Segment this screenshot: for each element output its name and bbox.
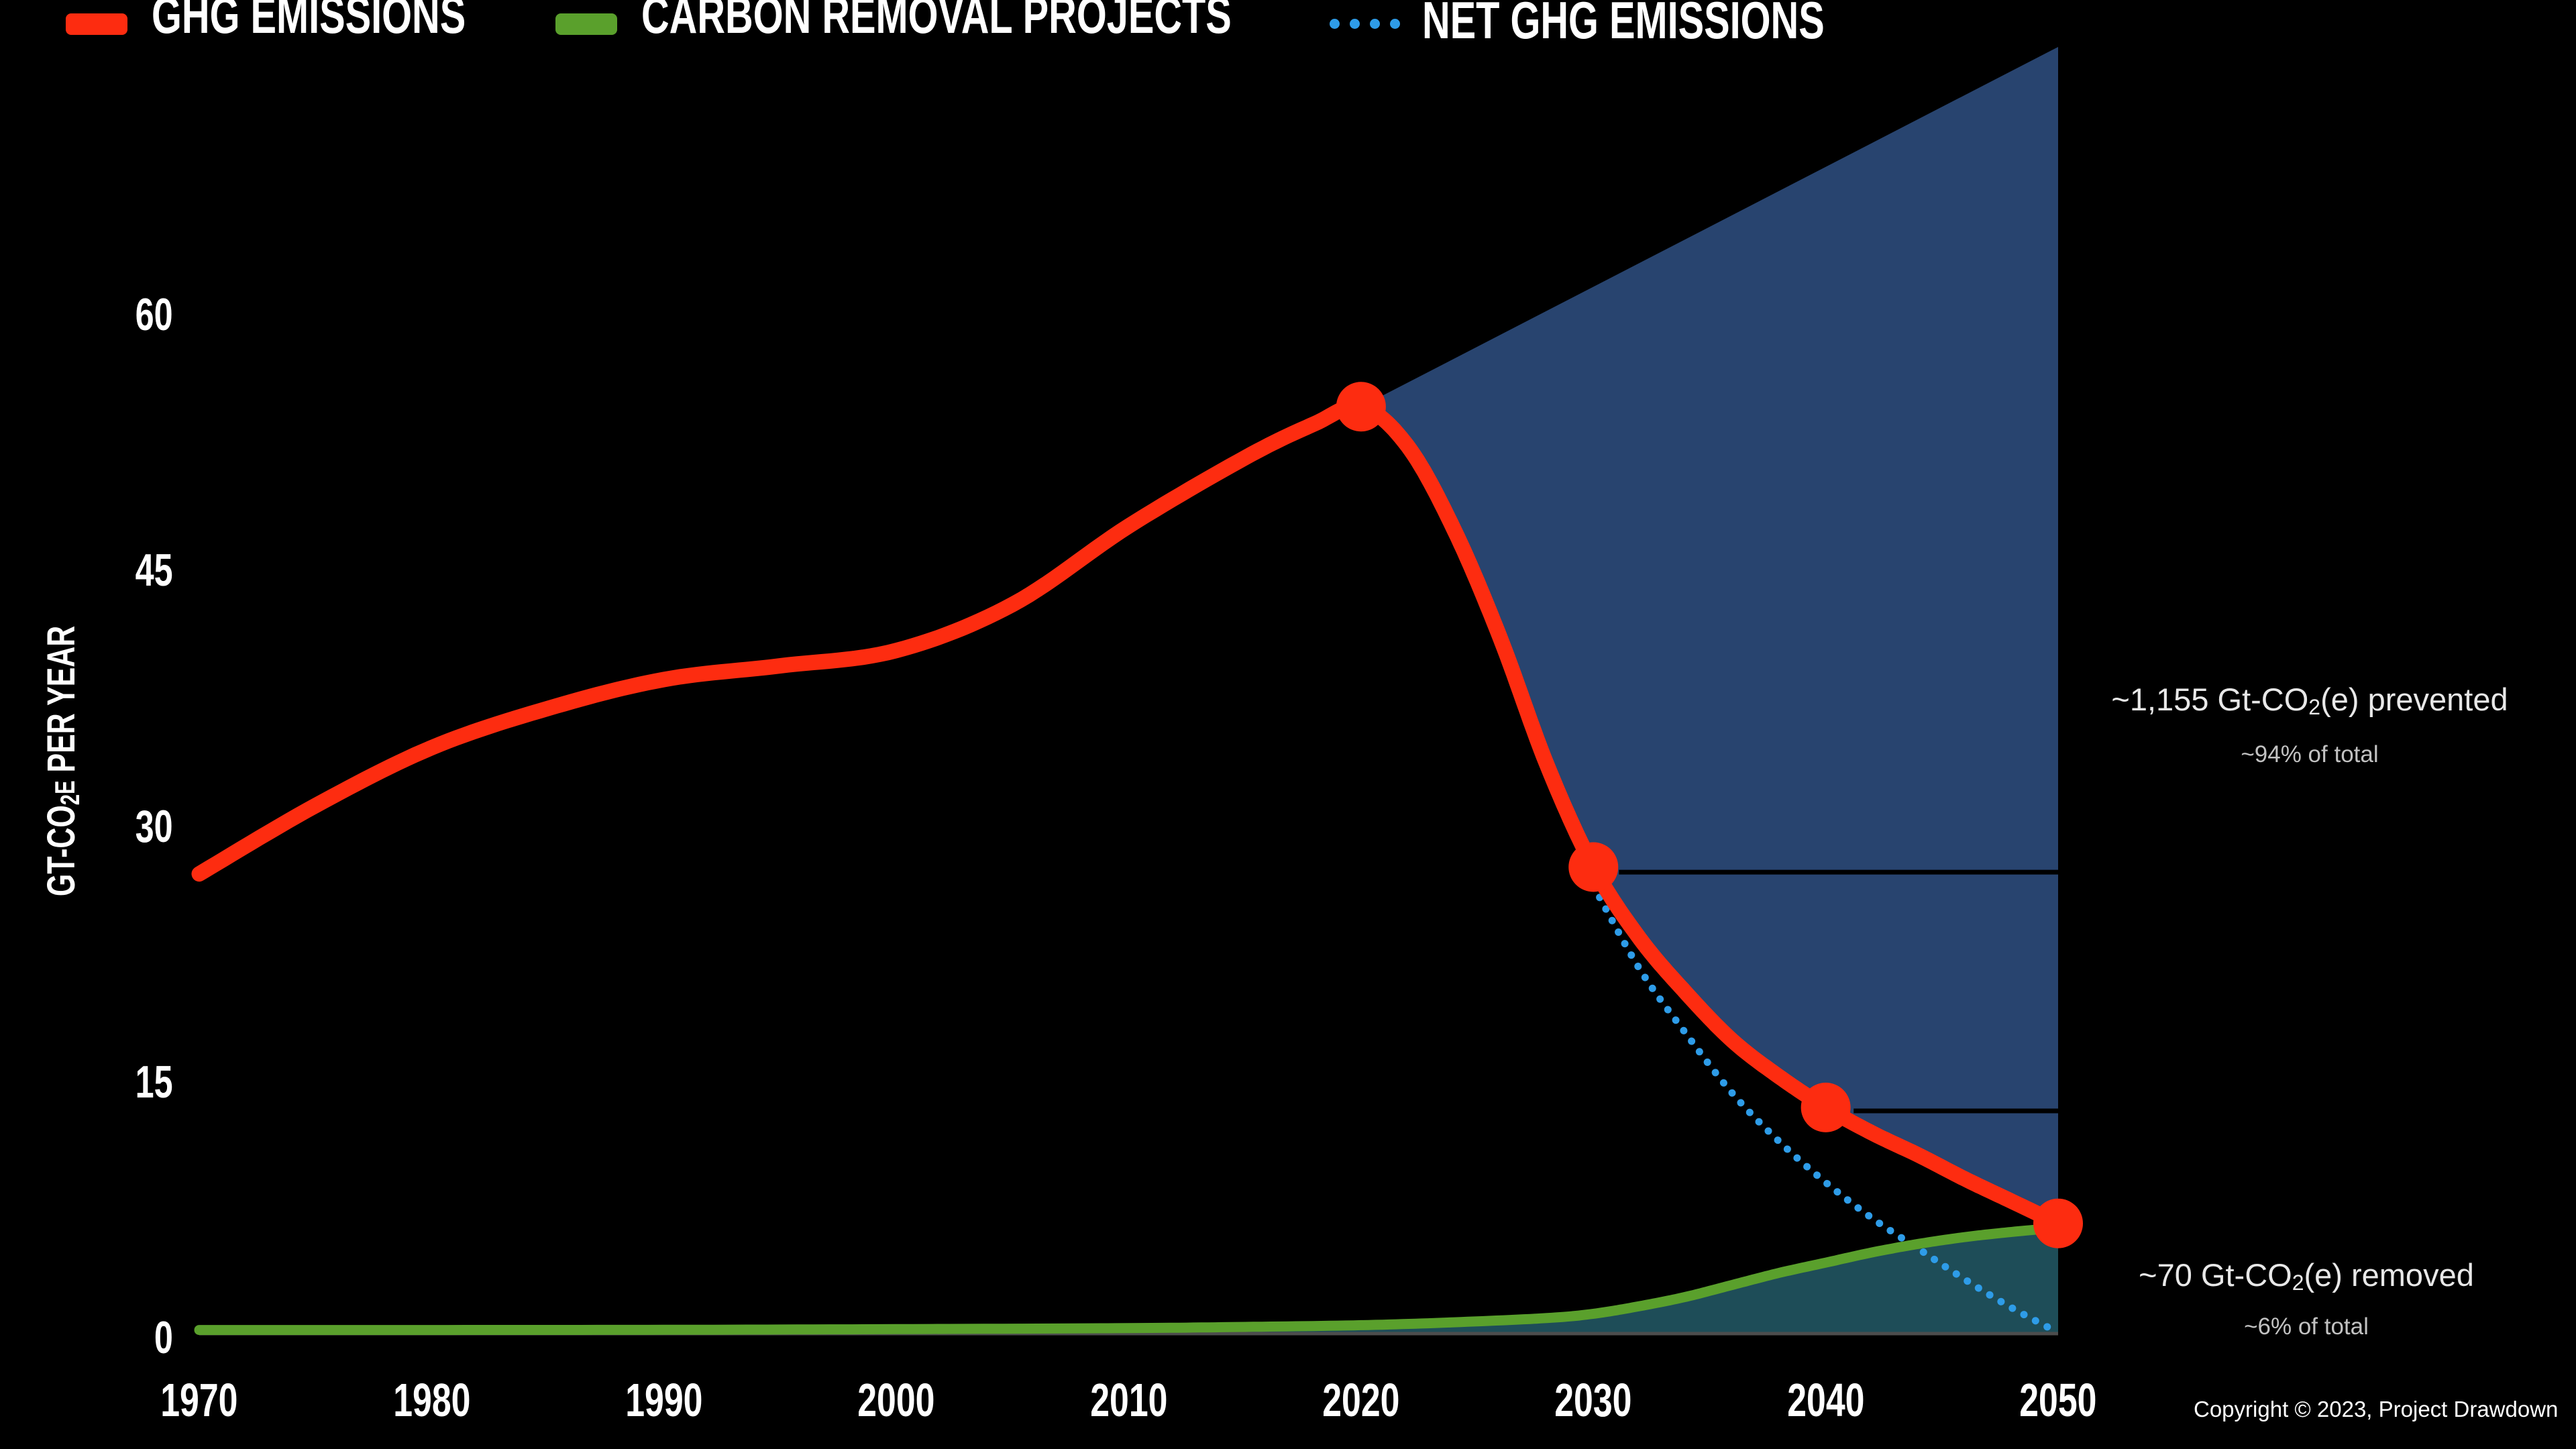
legend-item-ghg-emissions: GHG EMISSIONS	[66, 0, 466, 44]
y-tick-0: 0	[154, 1312, 173, 1363]
legend-label-net-ghg: NET GHG EMISSIONS	[1422, 0, 1825, 50]
removed-area-fill	[199, 1228, 2058, 1332]
y-tick-60: 60	[136, 289, 173, 340]
net-ghg-dotted-swatch	[1330, 19, 1400, 29]
x-tick-2020: 2020	[1322, 1374, 1400, 1426]
legend-dot	[1330, 19, 1340, 29]
x-tick-2010: 2010	[1089, 1374, 1168, 1426]
legend-dot	[1390, 19, 1400, 29]
carbon-removal-line-swatch	[555, 13, 617, 35]
prevented-area-fill	[1360, 46, 2058, 1224]
x-tick-2030: 2030	[1554, 1374, 1632, 1426]
x-tick-2040: 2040	[1786, 1374, 1865, 1426]
legend-label-ghg-emissions: GHG EMISSIONS	[152, 0, 466, 44]
removed-annotation-note: ~6% of total	[2244, 1313, 2369, 1340]
legend-label-carbon-removal: CARBON REMOVAL PROJECTS	[641, 0, 1232, 44]
legend-dot	[1370, 19, 1380, 29]
x-tick-1970: 1970	[160, 1374, 238, 1426]
carbon-removal-line	[194, 1222, 2063, 1336]
prevented-annotation-note: ~94% of total	[2241, 741, 2379, 767]
legend-item-carbon-removal: CARBON REMOVAL PROJECTS	[555, 0, 1232, 44]
y-tick-45: 45	[136, 545, 173, 596]
net-emissions-dotted-line	[1589, 882, 2062, 1336]
copyright-text: Copyright © 2023, Project Drawdown	[2194, 1397, 2559, 1421]
legend-dot	[1350, 19, 1360, 29]
emissions-marker-2050	[2033, 1198, 2083, 1248]
y-tick-30: 30	[136, 800, 173, 852]
removed-annotation: ~70 Gt-CO2(e) removed	[2139, 1257, 2474, 1295]
prevented-annotation: ~1,155 Gt-CO2(e) prevented	[2111, 682, 2508, 719]
x-tick-1990: 1990	[625, 1374, 703, 1426]
y-tick-15: 15	[136, 1056, 173, 1108]
ghg-emissions-line	[191, 398, 2066, 1232]
emissions-marker-2030	[1568, 842, 1619, 892]
x-tick-1980: 1980	[392, 1374, 470, 1426]
x-tick-2050: 2050	[2019, 1374, 2097, 1426]
x-tick-2000: 2000	[857, 1374, 935, 1426]
emissions-marker-2020	[1336, 382, 1386, 432]
ghg-emissions-line-swatch	[66, 13, 127, 35]
emissions-marker-2040	[1801, 1082, 1851, 1132]
legend-item-net-ghg: NET GHG EMISSIONS	[1330, 0, 1825, 50]
